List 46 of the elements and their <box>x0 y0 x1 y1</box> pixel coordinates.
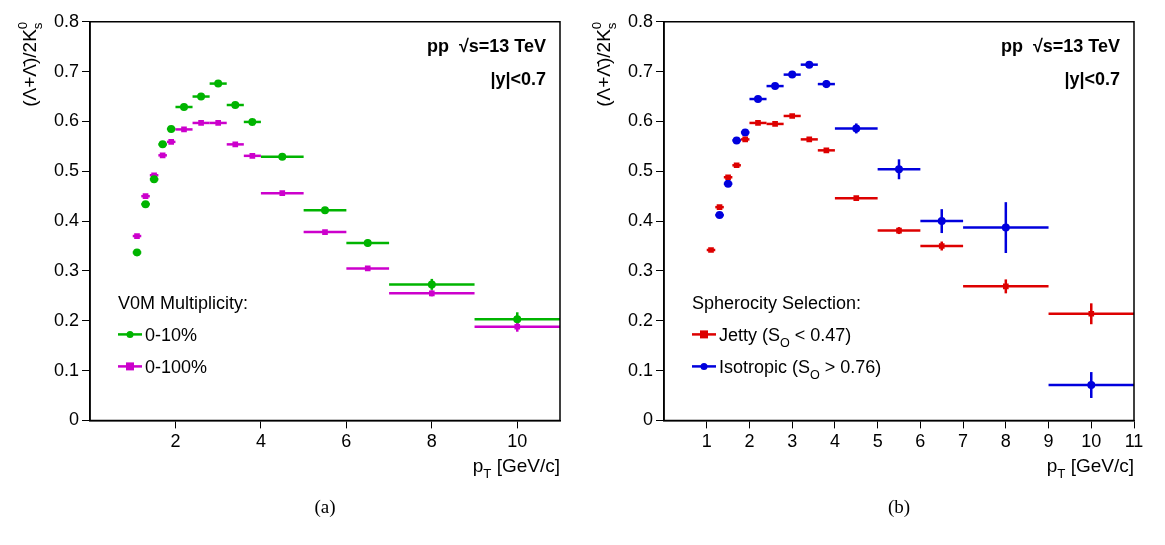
legend-label: 0-10% <box>145 325 198 346</box>
y-tick-label: 0.5 <box>53 160 79 181</box>
y-tick-label: 0.8 <box>53 10 79 31</box>
y-tick-label: 0.2 <box>53 309 79 330</box>
y-tick-label: 0 <box>642 409 653 430</box>
y-tick-label: 0 <box>68 409 79 430</box>
legend-label: 0-100% <box>145 357 208 378</box>
legend-title: V0M Multiplicity: <box>118 293 249 314</box>
y-tick-label: 0.6 <box>53 110 79 131</box>
annotation: |y|<0.7 <box>490 68 547 89</box>
text: (b) <box>886 496 911 518</box>
y-tick-label: 0.3 <box>627 259 653 280</box>
y-axis-title: (Λ+Λ̄)/2K0s <box>15 21 45 107</box>
x-tick-label: 11 <box>1124 431 1144 452</box>
x-tick-label: 7 <box>958 431 969 452</box>
x-tick-label: 8 <box>426 431 437 452</box>
y-tick-label: 0.4 <box>53 210 79 231</box>
text: (a) <box>313 496 336 518</box>
x-tick-label: 4 <box>829 431 840 452</box>
x-tick-label: 10 <box>1081 431 1102 452</box>
x-tick-label: 10 <box>507 431 528 452</box>
y-tick-label: 0.5 <box>627 160 653 181</box>
x-tick-label: 1 <box>701 431 712 452</box>
y-tick-label: 0.2 <box>627 309 653 330</box>
x-tick-label: 3 <box>787 431 798 452</box>
x-tick-label: 4 <box>255 431 266 452</box>
annotation: pp √s=13 TeV <box>426 35 546 56</box>
legend-title: Spherocity Selection: <box>692 293 862 314</box>
y-tick-label: 0.1 <box>53 359 79 380</box>
y-tick-label: 0.3 <box>53 259 79 280</box>
x-tick-label: 6 <box>341 431 352 452</box>
y-tick-label: 0.6 <box>627 110 653 131</box>
x-tick-label: 6 <box>915 431 926 452</box>
x-tick-label: 8 <box>1000 431 1011 452</box>
y-tick-label: 0.1 <box>627 359 653 380</box>
x-tick-label: 2 <box>170 431 181 452</box>
x-tick-label: 2 <box>744 431 755 452</box>
y-axis-title: (Λ+Λ̄)/2K0s <box>589 21 619 107</box>
y-tick-label: 0.8 <box>627 10 653 31</box>
x-tick-label: 9 <box>1043 431 1054 452</box>
y-tick-label: 0.4 <box>627 210 653 231</box>
annotation: |y|<0.7 <box>1064 68 1121 89</box>
y-tick-label: 0.7 <box>53 60 79 81</box>
annotation: pp √s=13 TeV <box>1000 35 1120 56</box>
y-tick-label: 0.7 <box>627 60 653 81</box>
x-tick-label: 5 <box>872 431 883 452</box>
